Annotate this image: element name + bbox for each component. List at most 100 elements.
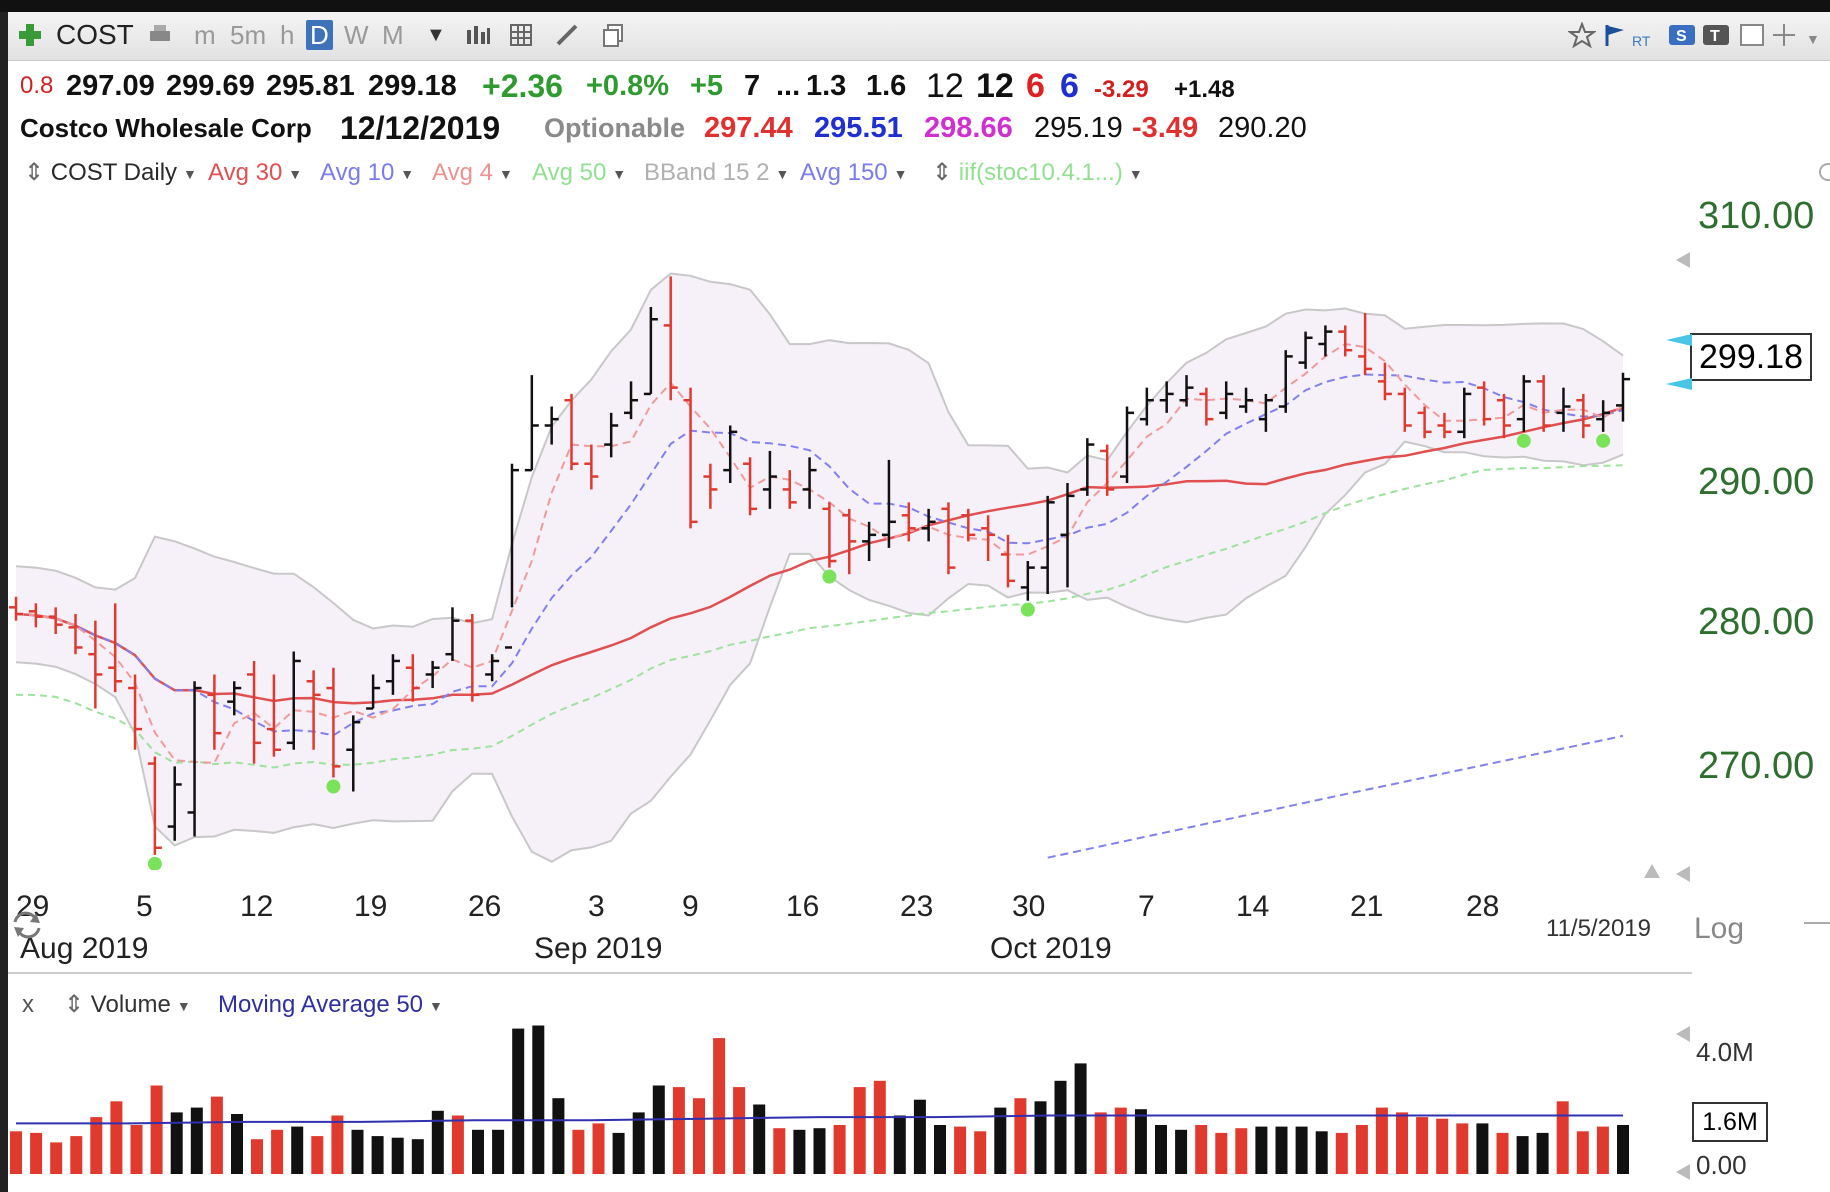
interval-d[interactable]: D	[306, 20, 333, 50]
ohlc-bar	[1377, 362, 1392, 401]
price-axis-label-270: 270.00	[1698, 745, 1815, 787]
legend-bband[interactable]: BBand 15 2 ▼	[644, 159, 790, 186]
volume-bar	[231, 1114, 243, 1174]
interval-m[interactable]: m	[194, 20, 216, 50]
ohlc-bar	[961, 508, 976, 542]
optionable-label: Optionable	[544, 113, 685, 143]
chevron-down-icon[interactable]: ▼	[612, 165, 627, 182]
interval-h[interactable]: h	[280, 20, 295, 50]
date-label: 5	[136, 890, 153, 923]
chevron-down-icon[interactable]: ▼	[288, 165, 303, 182]
ohlc-bar	[187, 681, 202, 837]
chevron-down-icon[interactable]: ▼	[176, 997, 191, 1014]
legend-stoch-signal[interactable]: ⇕ iif(stoc10.4.1...) ▼	[932, 159, 1143, 186]
ohlc-bar	[1040, 495, 1055, 595]
interval-dropdown-icon[interactable]: ▼	[426, 24, 446, 46]
volume-bar	[693, 1098, 705, 1174]
ohlc-bar	[1576, 393, 1591, 439]
chevron-down-icon[interactable]: ▼	[1128, 165, 1143, 182]
copy-icon[interactable]	[600, 22, 628, 48]
interval-m-monthly[interactable]: M	[382, 20, 404, 50]
volume-bar	[371, 1136, 384, 1174]
volume-bar	[451, 1115, 464, 1174]
ohlc-bar	[9, 596, 23, 621]
legend-volume[interactable]: ⇕ Volume ▼	[64, 991, 191, 1018]
avg50-line	[15, 464, 1624, 769]
chevron-down-icon[interactable]: ▼	[429, 997, 443, 1014]
dropdown-icon[interactable]: ▼	[1806, 31, 1820, 47]
ohlc-bar	[504, 463, 519, 649]
quote-stat-1: +5	[690, 70, 724, 102]
ohlc-bar	[862, 521, 877, 562]
volume-axis-label-zero: 0.00	[1696, 1150, 1747, 1180]
chevron-down-icon[interactable]: ▼	[498, 165, 513, 182]
interval-w[interactable]: W	[344, 20, 369, 50]
volume-bar	[1536, 1132, 1549, 1174]
volume-ma-marker: 1.6M	[1692, 1102, 1768, 1142]
star-icon[interactable]	[1568, 22, 1596, 48]
legend-cost-daily[interactable]: ⇕ COST Daily ▼	[24, 159, 197, 186]
legend-avg10[interactable]: Avg 10 ▼	[320, 159, 415, 186]
signal-dot	[1516, 433, 1531, 448]
ohlc-bar	[1457, 387, 1472, 439]
ohlc-bar	[1278, 350, 1293, 413]
legend-avg50[interactable]: Avg 50 ▼	[532, 159, 627, 186]
chevron-down-icon[interactable]: ▼	[400, 165, 415, 182]
chevron-down-icon[interactable]: ▼	[183, 165, 197, 182]
scroll-left-icon-lower[interactable]	[1676, 866, 1690, 882]
symbol-field[interactable]: COST	[56, 19, 134, 50]
move-icon[interactable]	[1770, 22, 1798, 48]
scroll-left-icon[interactable]	[1676, 252, 1690, 268]
quote-stat-11: +1.48	[1174, 76, 1235, 103]
volume-bar	[1155, 1125, 1167, 1174]
ohlc-bar	[604, 412, 619, 458]
ohlc-bar	[1437, 412, 1452, 439]
ohlc-bar	[703, 463, 718, 509]
close-panel-button[interactable]: x	[22, 991, 34, 1018]
ohlc-bar	[1318, 325, 1333, 357]
date-label: 23	[900, 890, 934, 923]
panel-divider[interactable]	[8, 972, 1692, 974]
s-icon[interactable]: S	[1668, 22, 1696, 48]
price-axis-label-290: 290.00	[1698, 461, 1815, 503]
volume-bar	[251, 1139, 263, 1174]
grid-icon[interactable]	[508, 22, 536, 48]
chevron-down-icon[interactable]: ▼	[775, 165, 790, 182]
volume-scroll-left-icon-lower[interactable]	[1676, 1164, 1690, 1180]
volume-scroll-left-icon[interactable]	[1676, 1026, 1690, 1042]
ohlc-bar	[1358, 313, 1373, 376]
side-edge-icon[interactable]	[1814, 160, 1830, 186]
volume-bar	[1054, 1080, 1067, 1174]
ohlc-bar	[1258, 393, 1273, 432]
bar-chart-icon[interactable]	[464, 22, 492, 48]
legend-avg30[interactable]: Avg 30 ▼	[208, 159, 303, 186]
scroll-up-icon[interactable]	[1644, 864, 1660, 878]
volume-chart[interactable]	[8, 1010, 1692, 1192]
window-icon[interactable]	[1738, 22, 1766, 48]
refresh-icon[interactable]	[10, 910, 44, 940]
flag-icon[interactable]	[1602, 22, 1630, 48]
volume-bar	[612, 1132, 625, 1174]
t-icon[interactable]: T	[1702, 22, 1730, 48]
ohlc-bar	[306, 670, 321, 750]
indicator-legend: ⇕ COST Daily ▼ Avg 30 ▼ Avg 10 ▼ Avg 4 ▼ Avg…	[8, 152, 1830, 192]
log-scale-toggle[interactable]: Log	[1694, 912, 1745, 945]
date-label: 9	[682, 890, 699, 923]
volume-bar	[10, 1131, 22, 1174]
printer-icon[interactable]	[146, 22, 174, 48]
price-chart[interactable]	[8, 190, 1692, 870]
volume-bar	[1255, 1126, 1268, 1174]
legend-volume-ma[interactable]: Moving Average 50 ▼	[218, 991, 443, 1018]
chevron-down-icon[interactable]: ▼	[893, 165, 908, 182]
volume-bar	[190, 1107, 203, 1174]
add-icon[interactable]	[16, 22, 44, 48]
svg-text:S: S	[1676, 28, 1687, 45]
interval-5m[interactable]: 5m	[230, 20, 267, 50]
legend-avg4[interactable]: Avg 4 ▼	[432, 159, 513, 186]
legend-avg150[interactable]: Avg 150 ▼	[800, 159, 908, 186]
bollinger-lower-line	[15, 440, 1624, 863]
pencil-icon[interactable]	[554, 22, 582, 48]
volume-bar	[552, 1098, 565, 1174]
ohlc-bar	[1139, 387, 1154, 426]
rt-icon[interactable]: RT	[1632, 33, 1651, 49]
